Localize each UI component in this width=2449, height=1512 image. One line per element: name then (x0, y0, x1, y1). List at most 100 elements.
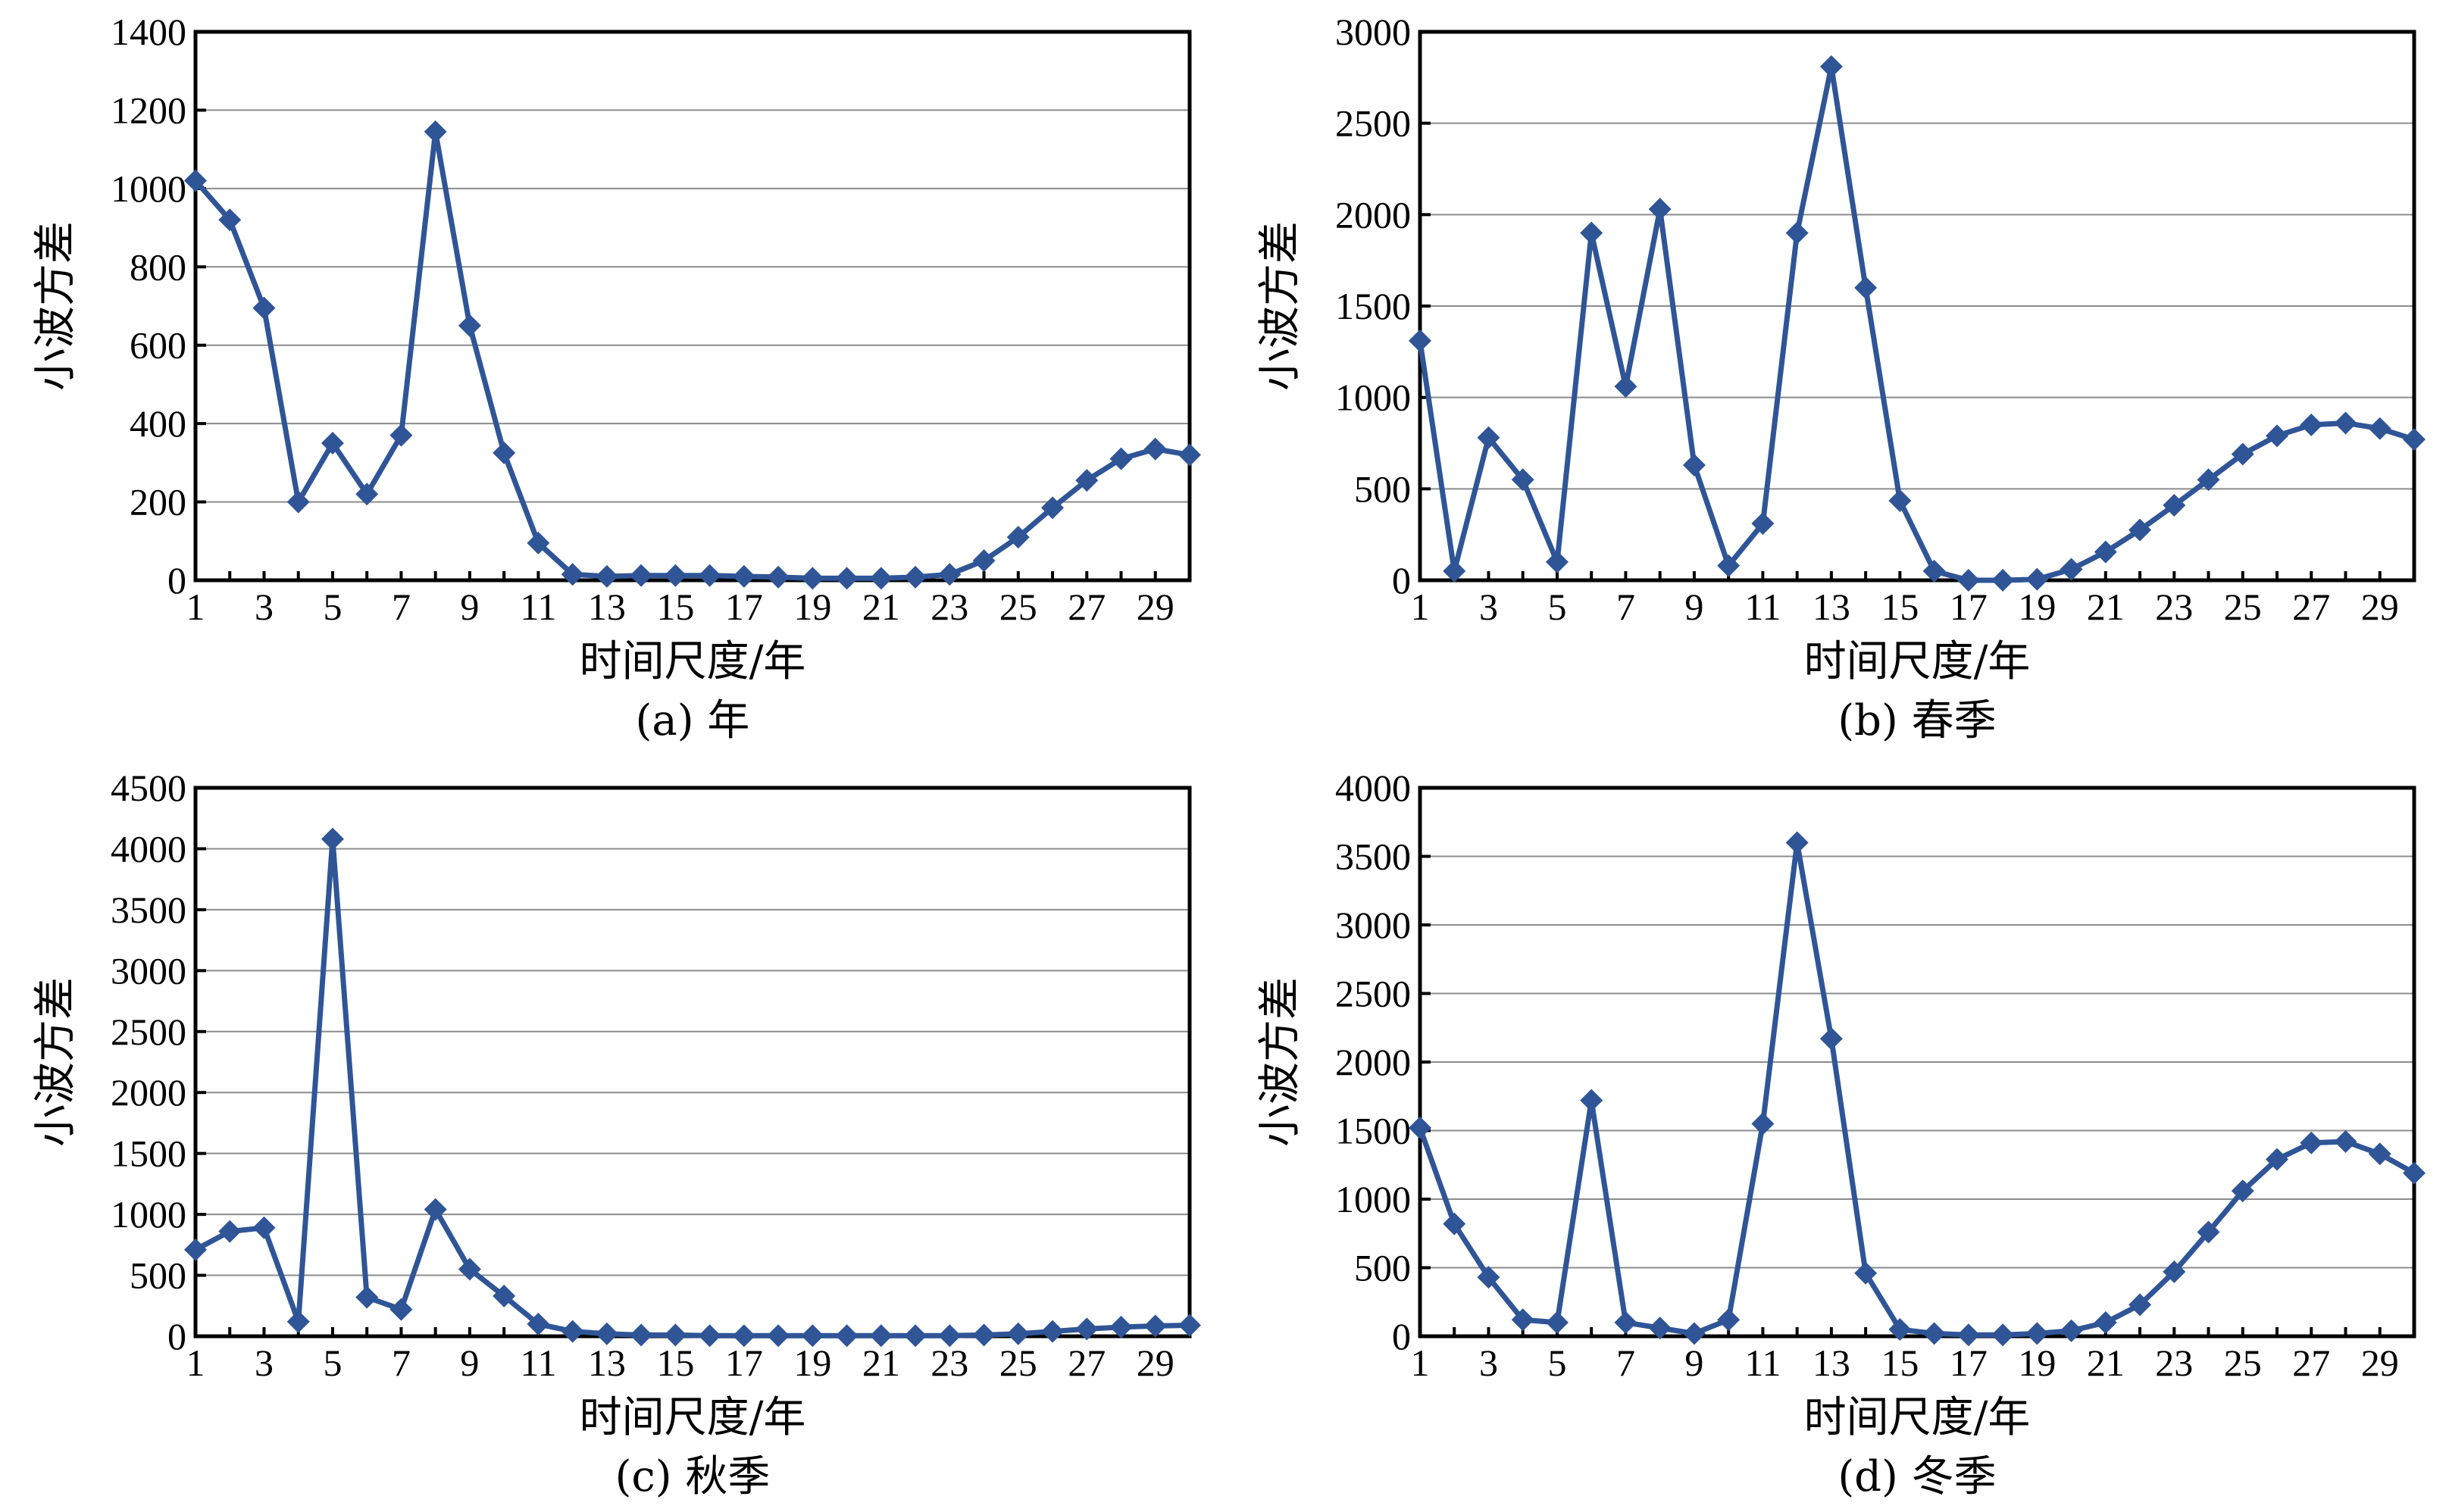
data-point (1888, 1317, 1912, 1341)
x-tick-label: 17 (725, 1342, 763, 1384)
data-point (2403, 428, 2426, 451)
x-tick-label: 19 (793, 1342, 831, 1384)
data-point (184, 169, 207, 192)
x-tick-label: 3 (1479, 1342, 1498, 1384)
x-tick-label: 3 (255, 1342, 274, 1384)
data-point (1819, 55, 1843, 78)
data-point (2163, 1260, 2186, 1283)
x-tick-label: 29 (1137, 586, 1174, 628)
data-point (1717, 554, 1741, 577)
x-tick-label: 15 (656, 1342, 694, 1384)
x-tick-label: 11 (520, 1342, 556, 1384)
data-point (424, 120, 447, 143)
series-line (194, 836, 1190, 1339)
y-tick-label: 0 (167, 1315, 186, 1357)
x-tick-label: 27 (2292, 1342, 2330, 1384)
data-point (1991, 1323, 2015, 1347)
plot-frame (193, 30, 1192, 583)
data-point (1854, 276, 1878, 299)
x-tick-label: 17 (1950, 586, 1988, 628)
y-tick-label: 3500 (111, 889, 186, 931)
data-point (1648, 1317, 1672, 1340)
series-line (1417, 839, 2416, 1338)
y-axis-title: 小波方差 (31, 221, 80, 391)
data-point (1922, 1322, 1946, 1345)
data-point (1854, 1261, 1878, 1285)
chart-panel-a: 0 200 400 600 800 1000 1200 1400 1 3 5 7 9 11 13 15 17 19… (0, 0, 1224, 756)
y-axis-title: 小波方差 (1256, 221, 1305, 391)
x-tick-label: 5 (1547, 1342, 1566, 1384)
data-point (321, 432, 344, 455)
x-tick-label: 13 (588, 1342, 626, 1384)
data-point (1751, 1112, 1775, 1136)
x-tick-label: 9 (460, 586, 479, 628)
data-point (1511, 1308, 1534, 1332)
x-tick-label: 9 (460, 1342, 479, 1384)
x-tick-label: 23 (930, 1342, 968, 1384)
y-axis-title: 小波方差 (1256, 977, 1305, 1147)
y-tick-label: 500 (1354, 1247, 1411, 1289)
panel-caption: (a) 年 (636, 696, 750, 745)
x-tick-label: 27 (2292, 586, 2330, 628)
y-tick-label: 2000 (111, 1071, 186, 1114)
data-point (1109, 1315, 1133, 1339)
data-point (2060, 558, 2083, 581)
data-point (1409, 1116, 1431, 1139)
data-point (1143, 437, 1167, 461)
data-point (2094, 1311, 2117, 1334)
y-tick-label: 0 (1392, 1315, 1411, 1357)
data-point (561, 1320, 584, 1343)
data-point (1041, 1320, 1065, 1343)
chart-panel-d: 0 500 1000 1500 2000 2500 3000 3500 4000 1 3 5 7 9 11 1… (1224, 756, 2449, 1512)
data-point (801, 1324, 824, 1348)
y-tick-label: 1500 (111, 1132, 186, 1175)
data-point (252, 1216, 276, 1239)
data-point (493, 1284, 516, 1307)
y-tick-label: 1500 (1335, 1110, 1411, 1152)
x-tick-label: 5 (323, 1342, 342, 1384)
y-tick-label: 3500 (1335, 836, 1411, 878)
data-point (2128, 518, 2152, 542)
x-tick-label: 23 (2155, 586, 2193, 628)
data-point (1443, 1212, 1466, 1236)
data-point (595, 564, 618, 588)
data-point (1109, 447, 1133, 470)
x-tick-label: 7 (392, 586, 411, 628)
y-tick-label: 500 (130, 1254, 186, 1297)
data-point (2128, 1293, 2152, 1317)
data-point (1922, 559, 1946, 583)
data-point (1006, 526, 1030, 549)
data-point (2060, 1319, 2083, 1342)
data-point (732, 1324, 755, 1348)
data-point (1477, 1266, 1500, 1289)
data-point (218, 208, 242, 232)
data-point (938, 563, 962, 586)
data-point (1178, 1314, 1201, 1337)
data-point (1580, 221, 1603, 245)
x-tick-label: 17 (725, 586, 763, 628)
y-tick-label: 1200 (111, 89, 186, 131)
data-point (698, 564, 721, 587)
data-point (1477, 426, 1500, 449)
x-tick-label: 5 (1547, 586, 1566, 628)
x-axis-title: 时间尺度/年 (580, 637, 806, 686)
data-point (2094, 540, 2117, 564)
x-tick-label: 15 (1881, 586, 1919, 628)
y-tick-label: 4000 (1335, 767, 1411, 809)
x-tick-label: 29 (1137, 1342, 1174, 1384)
data-point (1178, 443, 1201, 467)
data-point (1717, 1308, 1741, 1332)
data-point (1006, 1322, 1030, 1345)
data-point (664, 1323, 687, 1347)
data-point (1991, 569, 2015, 592)
data-point (1614, 1311, 1637, 1334)
x-axis-title: 时间尺度/年 (1804, 637, 2031, 686)
y-tick-label: 1000 (1335, 1178, 1411, 1220)
data-point (218, 1220, 242, 1243)
data-point (1819, 1027, 1843, 1051)
data-point (2231, 442, 2254, 466)
x-tick-label: 23 (930, 586, 968, 628)
data-point (321, 827, 344, 851)
x-tick-label: 13 (588, 586, 626, 628)
